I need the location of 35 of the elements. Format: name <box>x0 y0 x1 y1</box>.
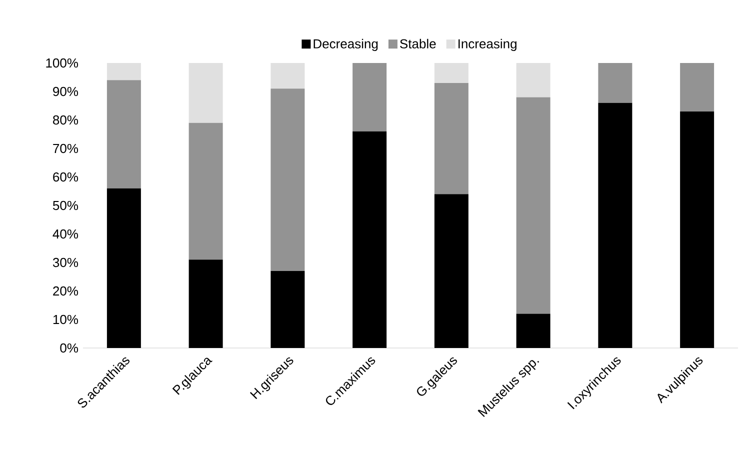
legend-label: Decreasing <box>314 38 378 51</box>
y-tick-label: 50% <box>52 200 78 210</box>
bar <box>434 63 468 83</box>
y-tick-label: 100% <box>46 58 78 68</box>
bar <box>106 188 141 348</box>
bar <box>270 63 305 89</box>
bar <box>188 63 223 123</box>
bar <box>106 63 141 80</box>
y-tick-label: 80% <box>53 115 78 125</box>
y-tick-label: 30% <box>52 258 78 268</box>
bar <box>680 111 714 348</box>
bar <box>270 271 305 348</box>
y-tick-label: 90% <box>53 86 78 96</box>
y-tick-label: 0% <box>60 343 78 353</box>
y-tick-label: 20% <box>53 286 78 296</box>
bar <box>188 122 223 260</box>
bar <box>188 260 223 348</box>
bar <box>352 63 387 132</box>
y-tick-label: 10% <box>53 314 78 324</box>
bar <box>270 88 305 272</box>
y-tick-label: 40% <box>52 229 78 239</box>
bar <box>434 194 468 348</box>
bar <box>516 97 550 314</box>
bar <box>106 80 141 188</box>
legend-label: Stable <box>400 38 436 48</box>
y-tick-label: 70% <box>53 144 78 154</box>
legend-label: Increasing <box>458 38 516 51</box>
bar <box>434 82 468 194</box>
bar <box>352 131 387 348</box>
bar <box>598 63 632 103</box>
bar <box>516 314 550 348</box>
y-tick-label: 60% <box>53 172 78 182</box>
bar <box>516 63 550 98</box>
bar <box>680 63 714 112</box>
bar <box>598 102 632 348</box>
